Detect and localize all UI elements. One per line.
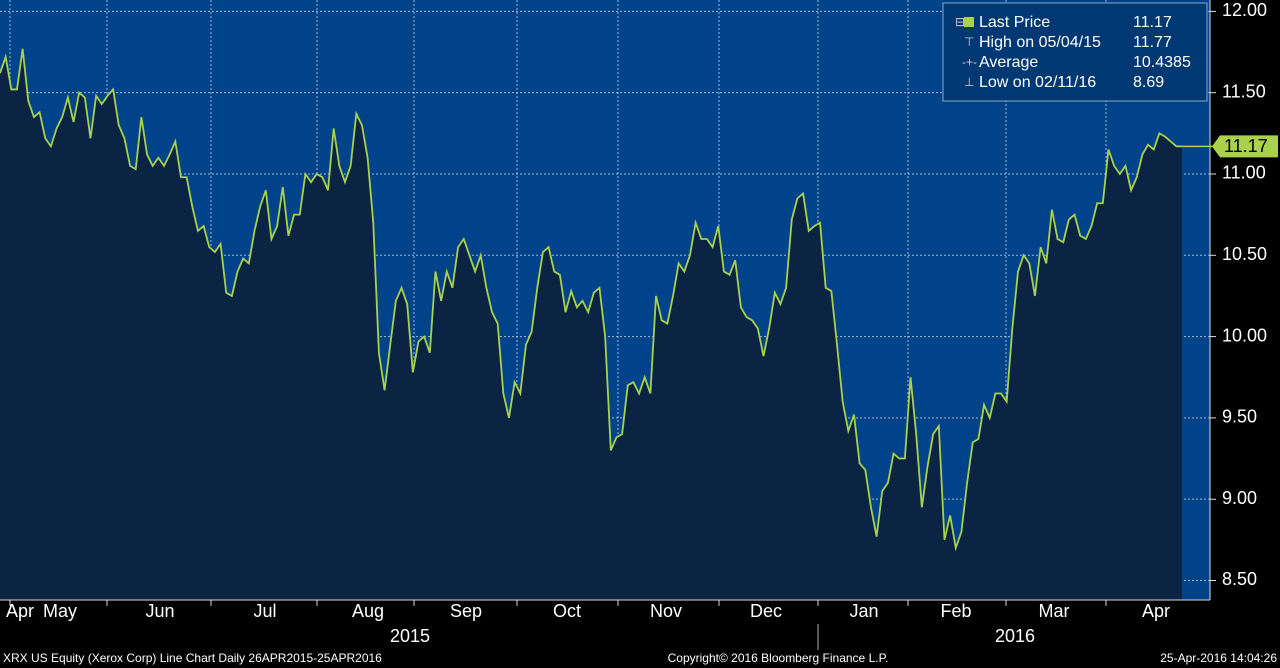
x-tick-label: Aug <box>352 601 384 621</box>
legend-label: Average <box>979 54 1038 71</box>
x-tick-label: Apr <box>1142 601 1170 621</box>
year-label: 2015 <box>390 626 430 646</box>
footer-right: 25-Apr-2016 14:04:26 <box>1160 651 1277 665</box>
footer-center: Copyright© 2016 Bloomberg Finance L.P. <box>668 651 889 665</box>
x-tick-label: May <box>43 601 77 621</box>
last-price-label: 11.17 <box>1224 136 1268 156</box>
legend-value: 8.69 <box>1133 74 1164 91</box>
legend-label: Last Price <box>979 14 1050 31</box>
footer-left: XRX US Equity (Xerox Corp) Line Chart Da… <box>3 651 382 665</box>
legend-value: 10.4385 <box>1133 54 1191 71</box>
x-tick-label: Jul <box>253 601 276 621</box>
x-tick-label: Sep <box>450 601 482 621</box>
legend-label: High on 05/04/15 <box>979 34 1101 51</box>
legend-value: 11.77 <box>1133 34 1172 51</box>
legend-icon: ⊟ <box>955 15 965 29</box>
legend-box <box>942 2 1208 102</box>
x-tick-label: Dec <box>750 601 782 621</box>
legend-icon: -+- <box>962 55 977 69</box>
legend-label: Low on 02/11/16 <box>979 74 1096 91</box>
x-tick-label: Feb <box>940 601 971 621</box>
legend-value: 11.17 <box>1133 14 1172 31</box>
area-fill <box>0 48 1182 600</box>
year-label: 2016 <box>995 626 1035 646</box>
y-tick-label: 10.50 <box>1222 244 1267 264</box>
x-tick-label: Jun <box>145 601 174 621</box>
x-tick-label: Oct <box>553 601 581 621</box>
price-line <box>0 48 1182 552</box>
legend: ⊟ ⊤ -+- ⊥ Last Price 11.17 High on 05/04… <box>942 2 1208 102</box>
x-tick-label: Apr <box>6 601 34 621</box>
y-tick-label: 9.50 <box>1222 407 1257 427</box>
x-tick-label: Jan <box>849 601 878 621</box>
y-tick-label: 11.50 <box>1222 81 1266 101</box>
legend-icon: ⊥ <box>964 75 974 89</box>
y-tick-label: 8.50 <box>1222 569 1257 589</box>
y-tick-label: 11.00 <box>1222 163 1266 183</box>
y-tick-label: 12.00 <box>1222 0 1267 20</box>
x-tick-label: Mar <box>1039 601 1070 621</box>
legend-swatch <box>964 17 974 27</box>
legend-icon: ⊤ <box>964 35 974 49</box>
x-tick-label: Nov <box>650 601 682 621</box>
last-price-tag <box>1212 135 1278 158</box>
y-tick-label: 9.00 <box>1222 488 1257 508</box>
y-tick-label: 10.00 <box>1222 325 1267 345</box>
